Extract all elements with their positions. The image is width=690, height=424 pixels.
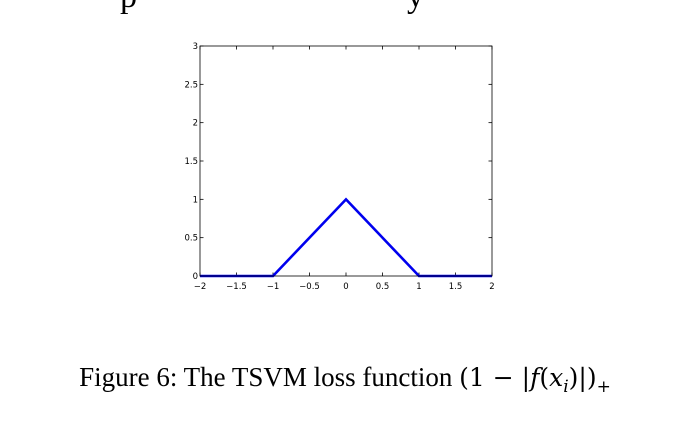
x-tick-labels: −2 −1.5 −1 −0.5 0 0.5 1 1.5 2 (194, 282, 495, 292)
formula-var: x (549, 363, 564, 392)
plot-frame (199, 45, 493, 277)
formula-paren-open: ( (539, 363, 550, 392)
caption-label: Figure 6: (79, 362, 178, 392)
caption-formula: (1 − |f(xi)|)+ (459, 363, 611, 397)
text-fragment-left: p (120, 0, 137, 16)
formula-paren-close: )|) (568, 363, 597, 392)
formula-subscript: i (563, 377, 569, 397)
y-tick-label: 1 (193, 195, 198, 205)
x-tick-label: 1.5 (449, 282, 463, 292)
figure-caption: Figure 6: The TSVM loss function (1 − |f… (0, 362, 690, 397)
x-tick-label: −1 (267, 282, 280, 292)
cut-off-text-line: p y (0, 0, 690, 30)
y-tick-label: 1.5 (184, 157, 198, 167)
x-tick-label: −2 (194, 282, 207, 292)
y-tick-label: 0.5 (184, 234, 198, 244)
x-tick-label: −0.5 (299, 282, 320, 292)
formula-open: (1 − | (459, 363, 531, 392)
plot-background (200, 46, 492, 276)
x-tick-label: 0.5 (376, 282, 390, 292)
y-tick-label: 3 (193, 42, 198, 52)
text-fragment-right: y (407, 0, 424, 16)
y-tick-labels: 0 0.5 1 1.5 2 2.5 3 (184, 42, 198, 282)
x-tick-label: 1 (416, 282, 421, 292)
x-tick-label: 2 (489, 282, 494, 292)
loss-function-chart: −2 −1.5 −1 −0.5 0 0.5 1 1.5 2 0 0.5 1 1.5 2 2.5 3 (184, 42, 495, 292)
caption-text: The TSVM loss function (183, 362, 453, 392)
x-tick-label: 0 (343, 282, 348, 292)
x-tick-label: −1.5 (226, 282, 247, 292)
y-tick-label: 0 (193, 272, 198, 282)
y-tick-label: 2 (193, 119, 198, 129)
y-tick-label: 2.5 (184, 80, 198, 90)
formula-plus: + (596, 377, 611, 397)
formula-func: f (530, 363, 540, 392)
